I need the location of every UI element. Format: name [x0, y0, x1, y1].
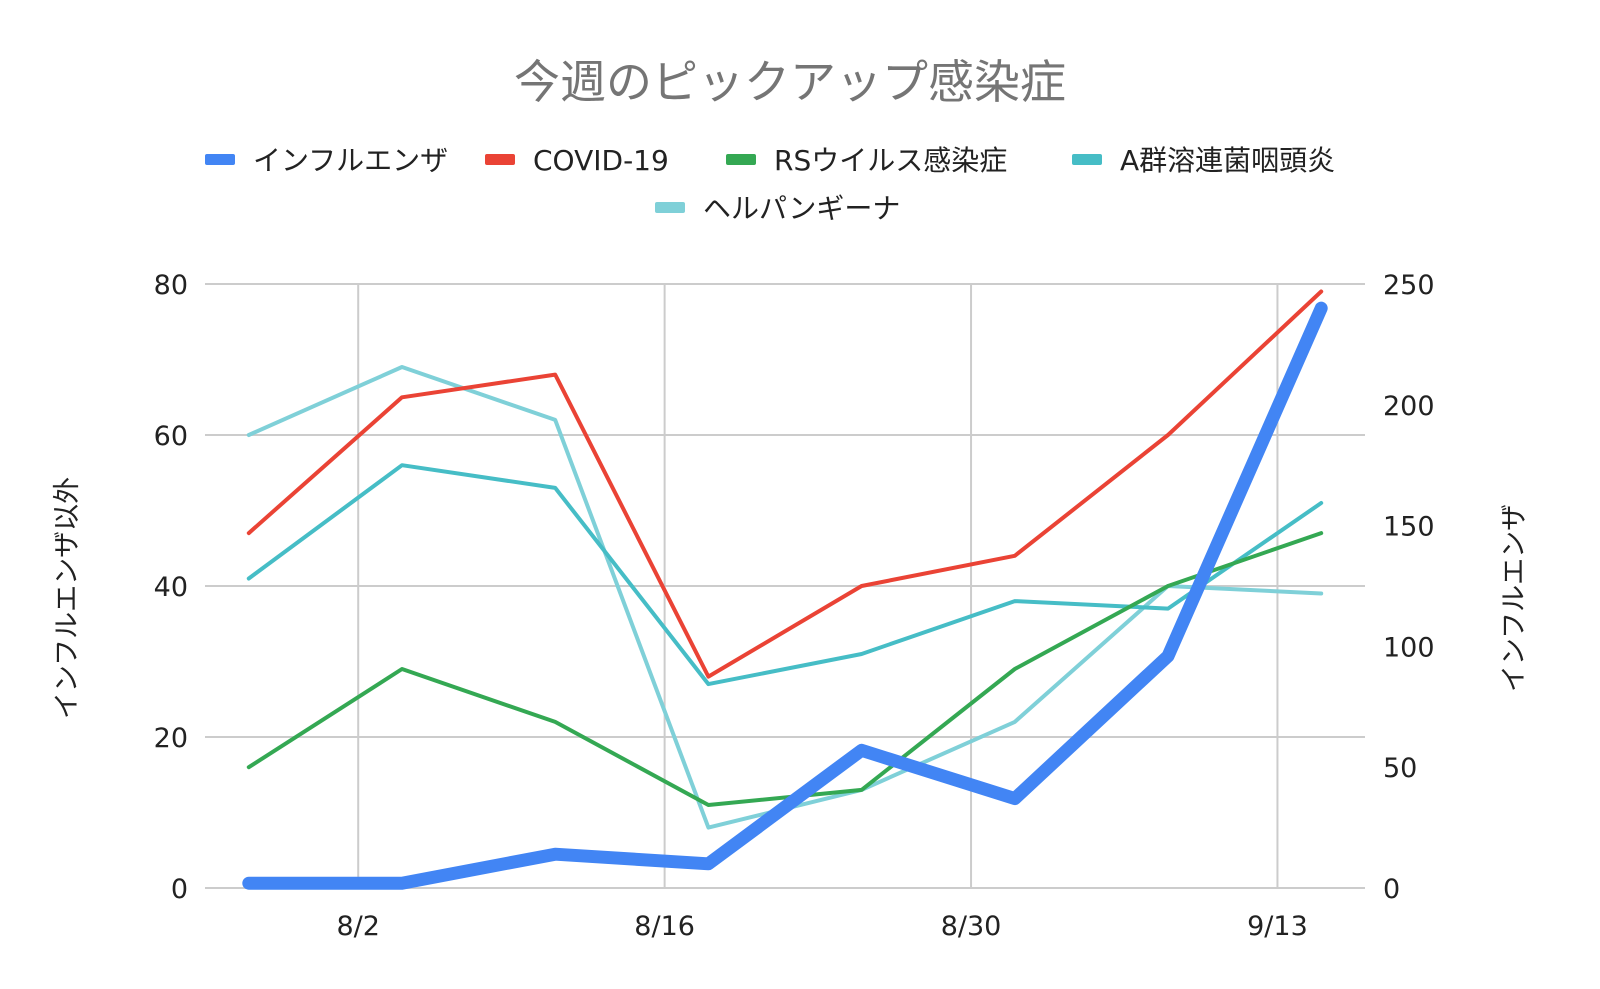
right-tick-100: 100: [1383, 632, 1435, 663]
right-tick-50: 50: [1383, 753, 1417, 784]
right-tick-150: 150: [1383, 512, 1435, 543]
legend-swatch-1: [485, 154, 515, 165]
x-tick-8-2: 8/2: [336, 911, 379, 942]
series-line-2: [246, 531, 1324, 807]
chart-title: 今週のピックアップ感染症: [514, 55, 1066, 109]
x-tick-8-30: 8/30: [941, 911, 1002, 942]
legend-label-2: RSウイルス感染症: [774, 144, 1007, 177]
legend-label-4: ヘルパンギーナ: [703, 192, 900, 225]
series-line-0: [242, 301, 1328, 890]
left-axis-title: インフルエンザ以外: [52, 477, 83, 719]
left-tick-0: 0: [171, 874, 188, 905]
series-line-4: [246, 365, 1324, 830]
left-tick-40: 40: [154, 572, 188, 603]
legend-swatch-0: [205, 154, 235, 165]
x-tick-8-16: 8/16: [634, 911, 695, 942]
x-axis-tick-labels: 8/2 8/16 8/30 9/13: [336, 911, 1307, 942]
left-tick-60: 60: [154, 421, 188, 452]
legend-label-1: COVID-19: [533, 144, 669, 177]
left-axis-tick-labels: 0 20 40 60 80: [154, 270, 188, 905]
legend-label-3: A群溶連菌咽頭炎: [1120, 144, 1335, 177]
right-tick-0: 0: [1383, 874, 1400, 905]
legend-swatch-4: [655, 202, 685, 213]
right-tick-200: 200: [1383, 391, 1435, 422]
legend-swatch-2: [726, 154, 756, 165]
legend-label-0: インフルエンザ: [253, 144, 448, 177]
legend-swatch-3: [1072, 154, 1102, 165]
left-tick-80: 80: [154, 270, 188, 301]
series-line-1: [246, 289, 1324, 679]
series-lines: [242, 289, 1328, 890]
right-axis-title: インフルエンザ: [1499, 504, 1530, 692]
right-tick-250: 250: [1383, 270, 1435, 301]
right-axis-tick-labels: 0 50 100 150 200 250: [1383, 270, 1435, 905]
x-tick-9-13: 9/13: [1247, 911, 1308, 942]
left-tick-20: 20: [154, 723, 188, 754]
series-line-3: [246, 463, 1324, 687]
